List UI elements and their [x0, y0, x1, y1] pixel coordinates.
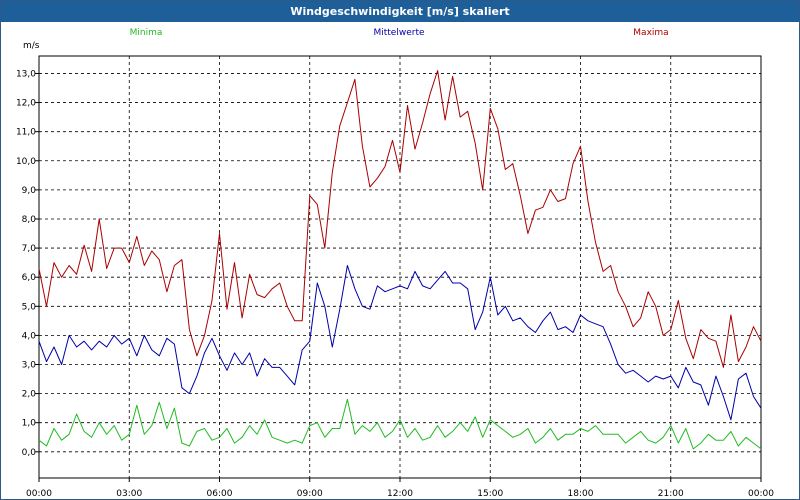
y-tick-label: 8,0: [22, 215, 37, 225]
y-axis-unit-label: m/s: [23, 41, 40, 51]
y-tick-label: 5,0: [22, 302, 37, 312]
legend-maxima: Maxima: [633, 28, 668, 38]
y-tick-label: 12,0: [16, 99, 36, 109]
x-tick-time-label: 18:00: [568, 489, 594, 499]
y-tick-label: 6,0: [22, 273, 37, 283]
x-tick-time-label: 12:00: [387, 489, 413, 499]
maxima-line: [38, 70, 762, 368]
x-tick-time-label: 06:00: [207, 489, 233, 499]
wind-speed-chart: m/s Minima Mittelwerte Maxima 0,0 1,0 2,0 3…: [16, 28, 774, 499]
y-tick-label: 7,0: [22, 244, 37, 254]
y-tick-label: 11,0: [16, 128, 36, 138]
legend-minima: Minima: [130, 28, 163, 38]
x-tick-time-label: 03:00: [116, 489, 142, 499]
mittelwerte-line: [38, 265, 762, 421]
y-tick-label: 2,0: [22, 390, 37, 400]
x-tick-time-label: 00:00: [26, 489, 52, 499]
x-tick-time-label: 15:00: [477, 489, 503, 499]
x-tick-time-label: 09:00: [297, 489, 323, 499]
y-tick-label: 9,0: [22, 186, 37, 196]
grid-lines: [35, 56, 762, 482]
y-tick-label: 1,0: [22, 419, 37, 429]
y-tick-label: 10,0: [16, 157, 36, 167]
series-lines: [38, 70, 762, 450]
window-title: Windgeschwindigkeit [m/s] skaliert: [1, 1, 799, 22]
x-tick-time-label: 00:00: [748, 489, 774, 499]
y-tick-label: 0,0: [22, 448, 37, 458]
y-tick-label: 4,0: [22, 331, 37, 341]
x-tick-time-label: 21:00: [658, 489, 684, 499]
axes-labels: m/s Minima Mittelwerte Maxima 0,0 1,0 2,0 3…: [16, 28, 774, 499]
legend-mittelwerte: Mittelwerte: [373, 28, 424, 38]
minima-line: [38, 398, 762, 450]
y-tick-label: 3,0: [22, 360, 37, 370]
y-tick-label: 13,0: [16, 69, 36, 79]
